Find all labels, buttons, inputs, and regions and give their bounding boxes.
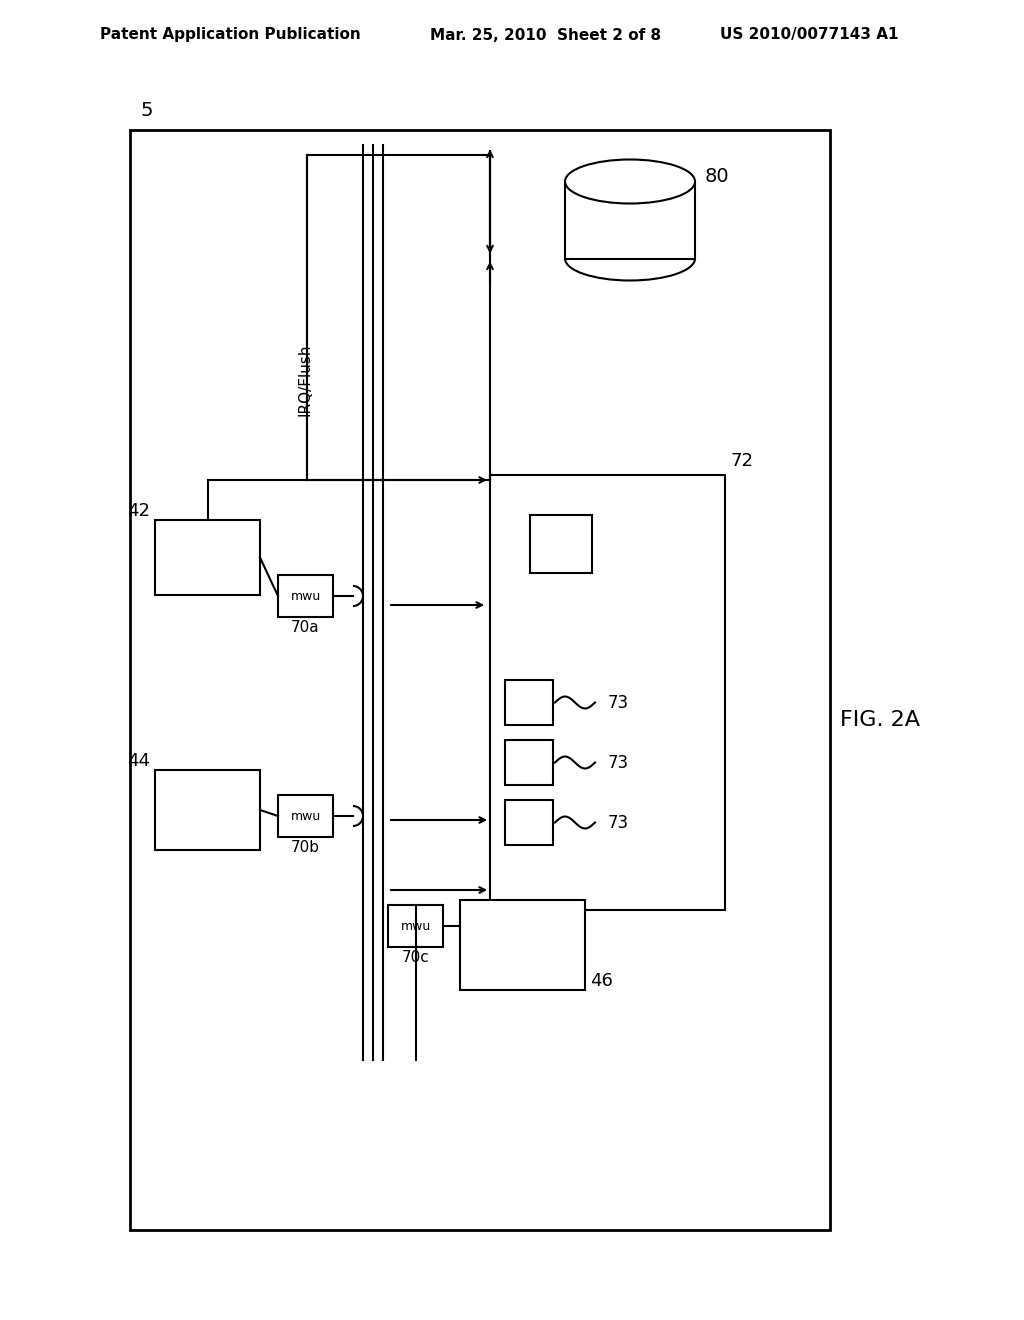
Bar — [155, 770, 260, 850]
Bar — [505, 741, 553, 785]
Bar — [155, 520, 260, 595]
Text: 5: 5 — [140, 102, 153, 120]
Text: 73: 73 — [608, 693, 629, 711]
Text: US 2010/0077143 A1: US 2010/0077143 A1 — [720, 28, 898, 42]
Text: 44: 44 — [127, 752, 150, 770]
Text: mwu: mwu — [291, 590, 321, 602]
Bar — [490, 475, 725, 909]
Bar — [565, 181, 695, 259]
Bar — [130, 129, 830, 1230]
Text: 70b: 70b — [291, 840, 319, 855]
Bar — [278, 795, 333, 837]
Ellipse shape — [565, 160, 695, 203]
Bar — [460, 900, 585, 990]
Text: mwu: mwu — [291, 809, 321, 822]
Text: 73: 73 — [608, 813, 629, 832]
Bar — [278, 576, 333, 616]
Text: 42: 42 — [127, 502, 150, 520]
Text: Mar. 25, 2010  Sheet 2 of 8: Mar. 25, 2010 Sheet 2 of 8 — [430, 28, 662, 42]
Bar — [530, 515, 592, 573]
Text: 70a: 70a — [291, 620, 319, 635]
Text: 70c: 70c — [401, 950, 429, 965]
Text: 80: 80 — [705, 168, 730, 186]
Text: 72: 72 — [730, 451, 753, 470]
Text: 73: 73 — [608, 754, 629, 771]
Text: Patent Application Publication: Patent Application Publication — [100, 28, 360, 42]
Text: 46: 46 — [590, 972, 613, 990]
Text: mwu: mwu — [400, 920, 431, 932]
Bar — [505, 800, 553, 845]
Text: FIG. 2A: FIG. 2A — [840, 710, 920, 730]
Bar — [505, 680, 553, 725]
Text: IRQ/Flush: IRQ/Flush — [298, 343, 312, 416]
Bar — [388, 906, 443, 946]
